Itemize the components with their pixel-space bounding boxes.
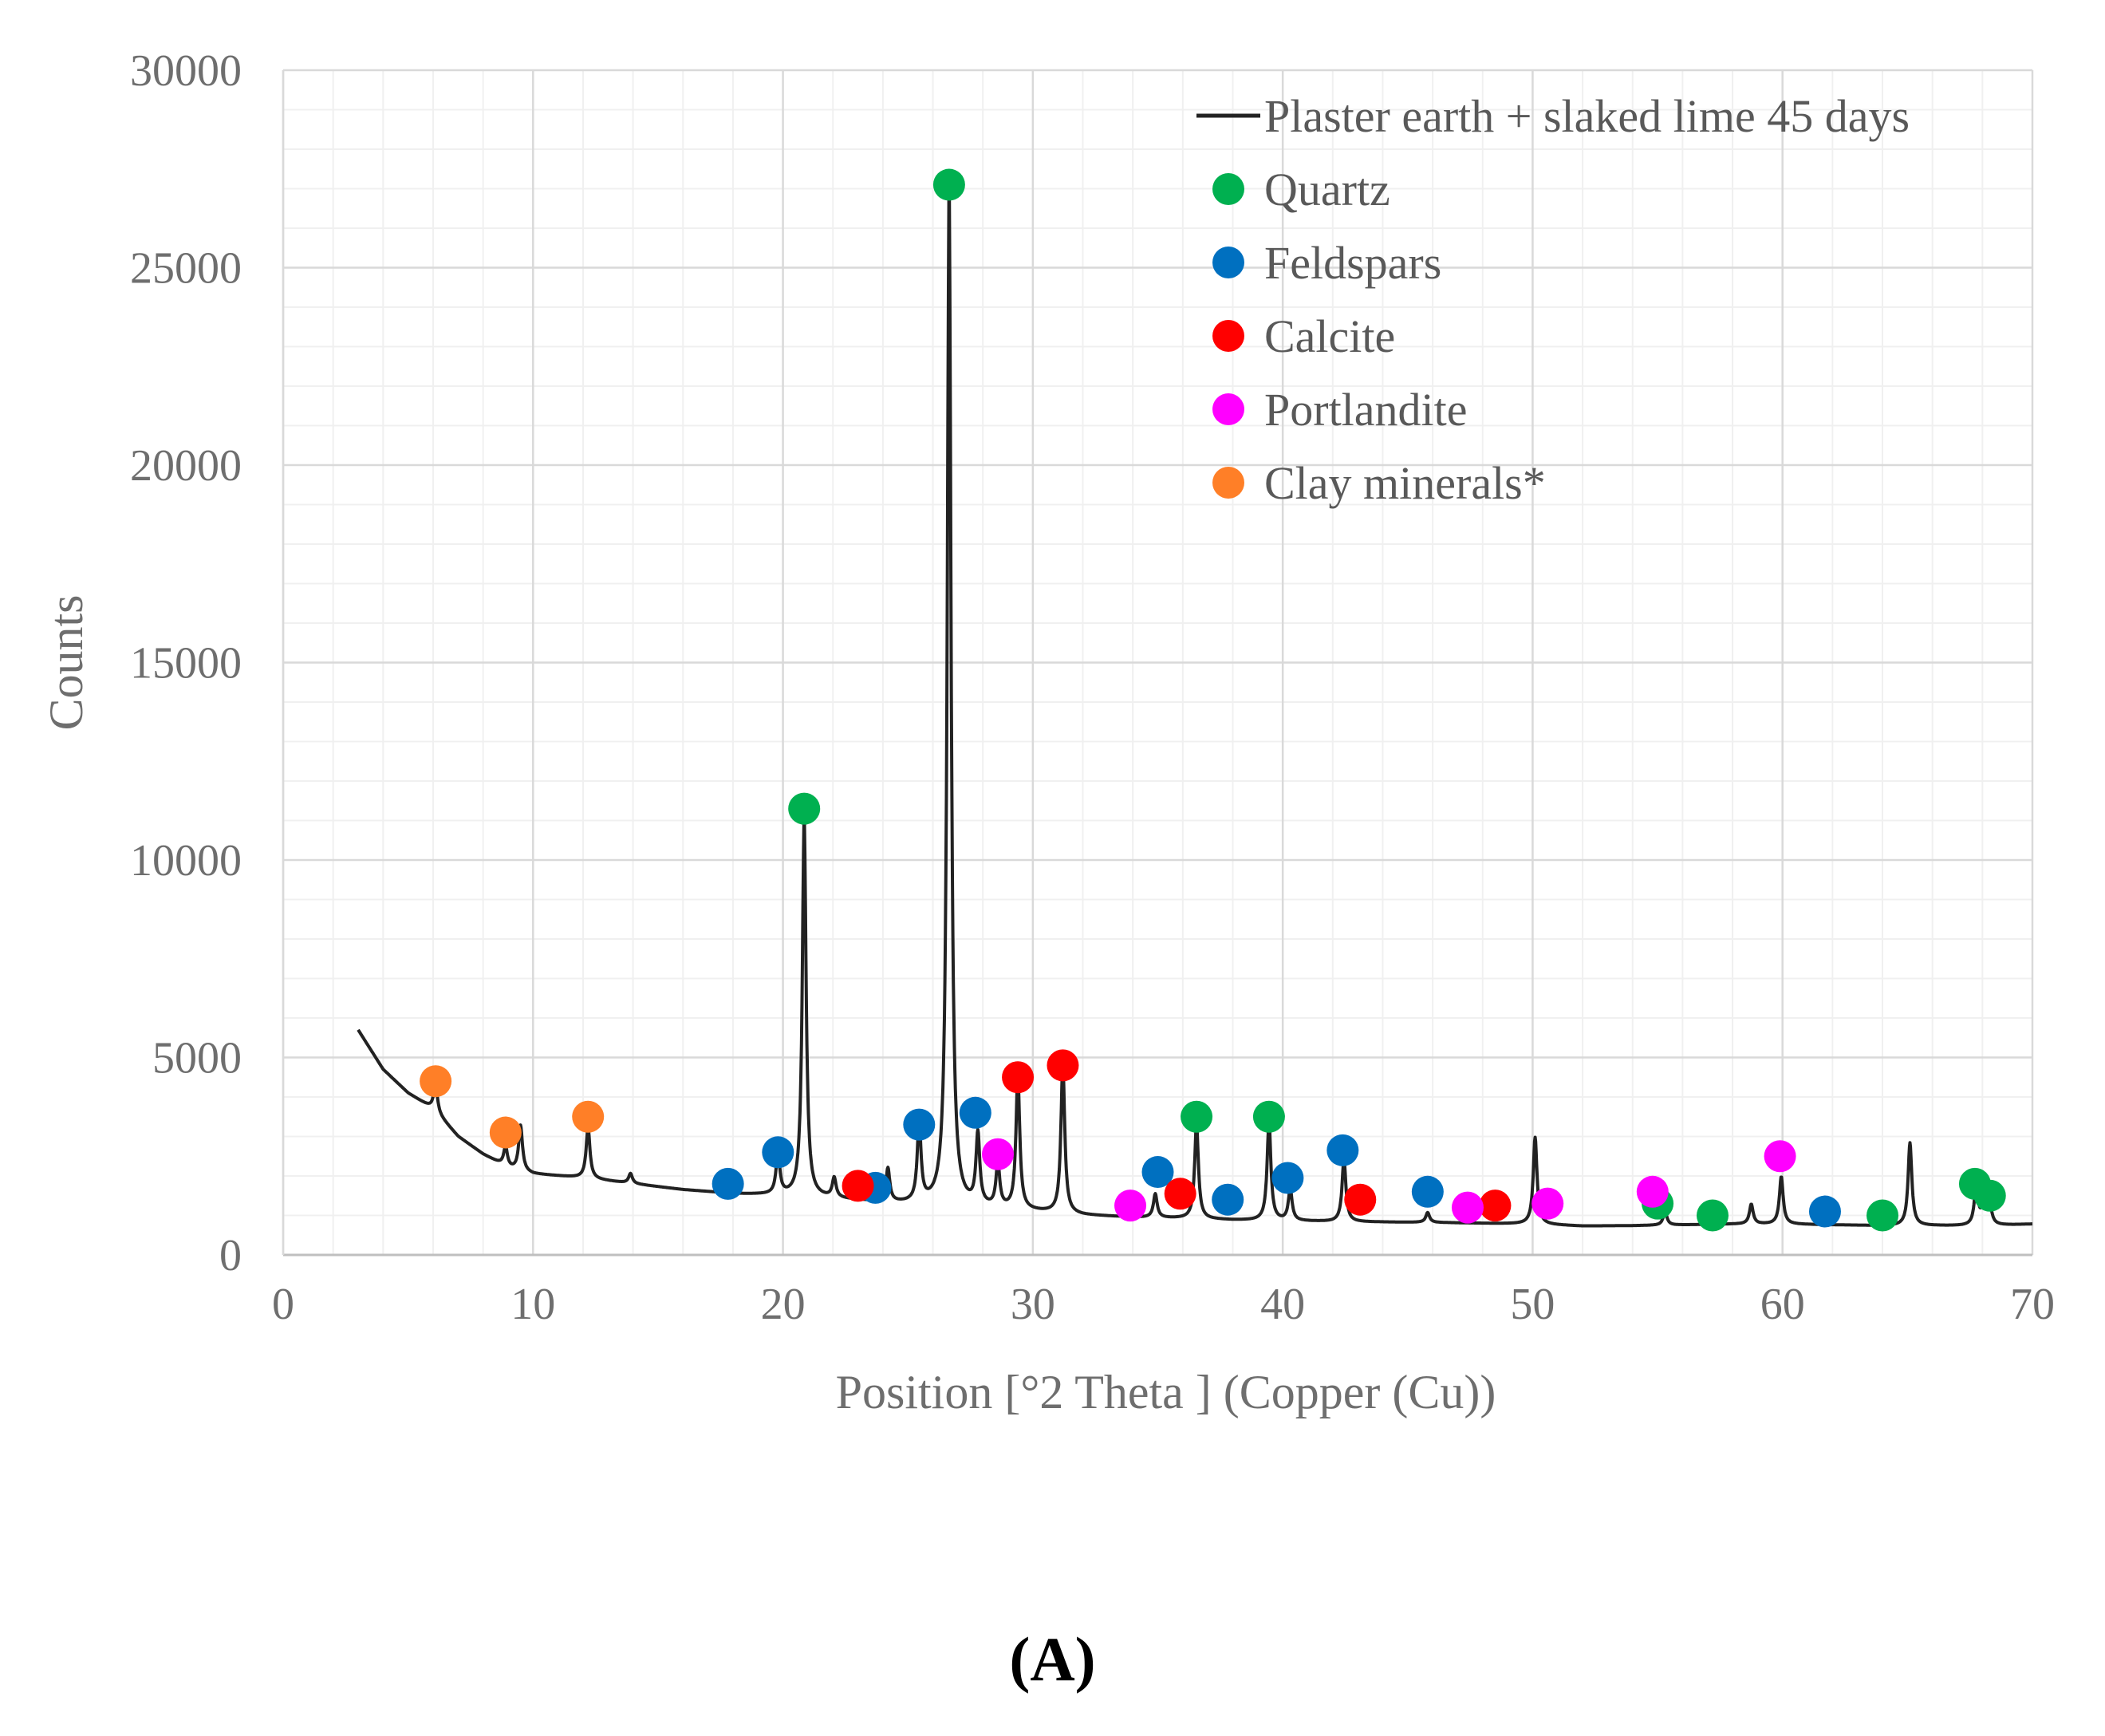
feldspars-marker <box>1808 1195 1841 1228</box>
quartz-marker <box>1867 1199 1899 1232</box>
calcite-marker <box>1164 1178 1196 1210</box>
x-tick-label: 50 <box>1510 1280 1555 1329</box>
legend-label-2: Feldspars <box>1264 237 1441 289</box>
x-axis-title: Position [°2 Theta ] (Copper (Cu)) <box>836 1366 1496 1418</box>
y-tick-label: 25000 <box>130 244 242 294</box>
x-tick-label: 10 <box>510 1280 555 1329</box>
x-tick-label: 40 <box>1260 1280 1305 1329</box>
calcite-marker <box>1002 1061 1035 1094</box>
calcite-marker <box>1344 1183 1377 1216</box>
feldspars-marker <box>712 1167 744 1200</box>
portlandite-marker <box>1114 1190 1147 1222</box>
panel-label-text: (A) <box>1009 1624 1096 1694</box>
y-tick-label: 0 <box>219 1231 242 1280</box>
y-tick-label: 10000 <box>130 836 242 886</box>
diffractogram-line <box>357 197 2034 1228</box>
feldspars-marker <box>1212 1183 1244 1216</box>
major-gridlines <box>282 69 2034 1257</box>
calcite-marker <box>1479 1190 1512 1222</box>
quartz-marker <box>1252 1100 1285 1133</box>
portlandite-marker <box>1636 1175 1669 1208</box>
quartz-marker <box>788 792 821 825</box>
feldspars-marker <box>1326 1134 1359 1166</box>
legend-swatch-2 <box>1212 247 1244 278</box>
quartz-marker <box>1181 1100 1213 1133</box>
quartz-marker <box>932 168 965 201</box>
clay-minerals-marker <box>572 1100 605 1133</box>
legend-swatch-3 <box>1212 320 1244 352</box>
y-axis-title: Counts <box>40 594 93 730</box>
portlandite-marker <box>1531 1187 1564 1220</box>
y-tick-label: 30000 <box>130 46 242 96</box>
x-tick-label: 70 <box>2010 1280 2055 1329</box>
series-group <box>357 197 2034 1228</box>
x-tick-label: 0 <box>272 1280 294 1329</box>
y-axis-ticks: 0 5000 10000 15000 20000 25000 30000 <box>130 46 242 1280</box>
x-tick-label: 20 <box>761 1280 806 1329</box>
legend-swatch-1 <box>1212 173 1244 205</box>
quartz-marker <box>1696 1199 1729 1232</box>
x-tick-label: 30 <box>1011 1280 1055 1329</box>
portlandite-marker <box>981 1138 1014 1170</box>
y-tick-label: 20000 <box>130 441 242 491</box>
axes <box>282 70 2032 1257</box>
feldspars-marker <box>1411 1175 1444 1208</box>
legend-label-3: Calcite <box>1264 310 1395 362</box>
legend-swatch-5 <box>1212 467 1244 499</box>
clay-minerals-marker <box>420 1065 452 1098</box>
feldspars-marker <box>1271 1162 1304 1194</box>
feldspars-marker <box>903 1108 936 1141</box>
legend: Plaster earth + slaked lime 45 days Quar… <box>1196 90 1910 509</box>
portlandite-marker <box>1451 1191 1484 1224</box>
panel-label: (A) <box>0 1624 2105 1695</box>
clay-minerals-marker <box>489 1116 522 1149</box>
feldspars-marker <box>959 1096 991 1129</box>
quartz-marker <box>1973 1179 2006 1212</box>
legend-label-4: Portlandite <box>1264 384 1468 436</box>
legend-label-1: Quartz <box>1264 164 1390 215</box>
x-axis-ticks: 0 10 20 30 40 50 60 70 <box>272 1280 2055 1329</box>
calcite-marker <box>1047 1049 1079 1082</box>
feldspars-marker <box>1141 1156 1174 1189</box>
calcite-marker <box>842 1170 874 1202</box>
legend-label-5: Clay minerals* <box>1264 457 1546 509</box>
feldspars-marker <box>762 1136 794 1169</box>
portlandite-marker <box>1764 1140 1796 1173</box>
legend-swatch-4 <box>1212 393 1244 425</box>
y-tick-label: 5000 <box>152 1034 242 1083</box>
y-tick-label: 15000 <box>130 639 242 688</box>
x-tick-label: 60 <box>1760 1280 1805 1329</box>
legend-line-label: Plaster earth + slaked lime 45 days <box>1264 90 1910 142</box>
phase-markers <box>420 168 2006 1232</box>
